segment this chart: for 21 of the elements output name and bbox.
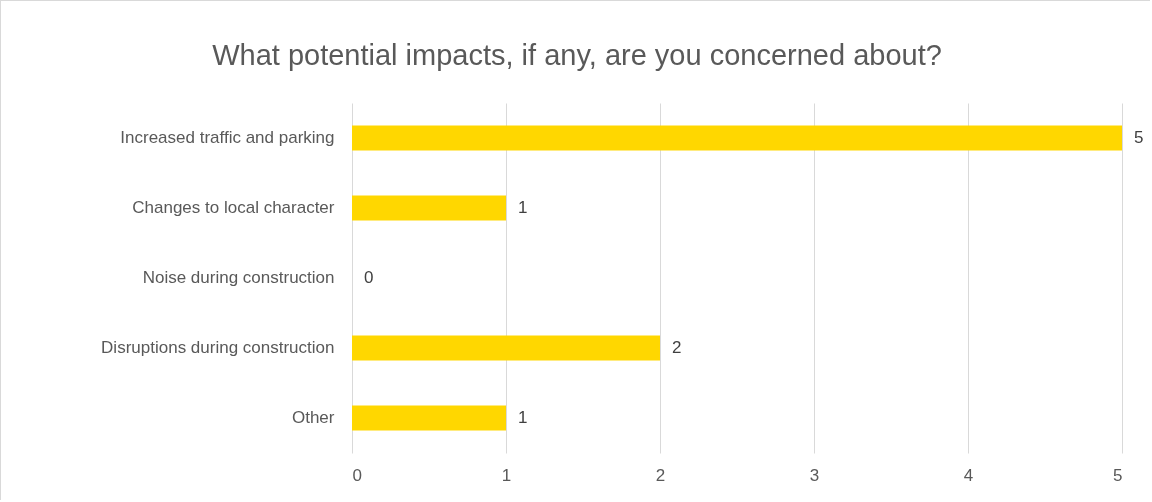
x-tick-label: 4	[963, 465, 974, 485]
y-tick-label: Disruptions during construction	[101, 338, 335, 357]
data-label: 0	[364, 268, 374, 287]
data-label: 2	[672, 338, 682, 357]
bar	[352, 195, 506, 221]
x-tick-label: 0	[352, 465, 362, 485]
y-tick-label: Changes to local character	[132, 198, 335, 217]
data-label: 1	[518, 408, 528, 427]
y-tick-label: Other	[291, 408, 335, 427]
bar	[352, 125, 1122, 151]
bar	[352, 335, 660, 361]
bar	[352, 405, 506, 431]
chart-title: What potential impacts, if any, are you concerned about?	[212, 39, 942, 71]
data-label: 1	[518, 198, 528, 217]
data-label: 5	[1134, 128, 1144, 147]
x-tick-label: 5	[1113, 465, 1123, 485]
x-tick-label: 3	[809, 465, 820, 485]
x-tick-label: 2	[655, 465, 666, 485]
y-tick-label: Noise during construction	[142, 268, 335, 287]
x-tick-label: 1	[501, 465, 512, 485]
y-tick-label: Increased traffic and parking	[120, 128, 335, 147]
